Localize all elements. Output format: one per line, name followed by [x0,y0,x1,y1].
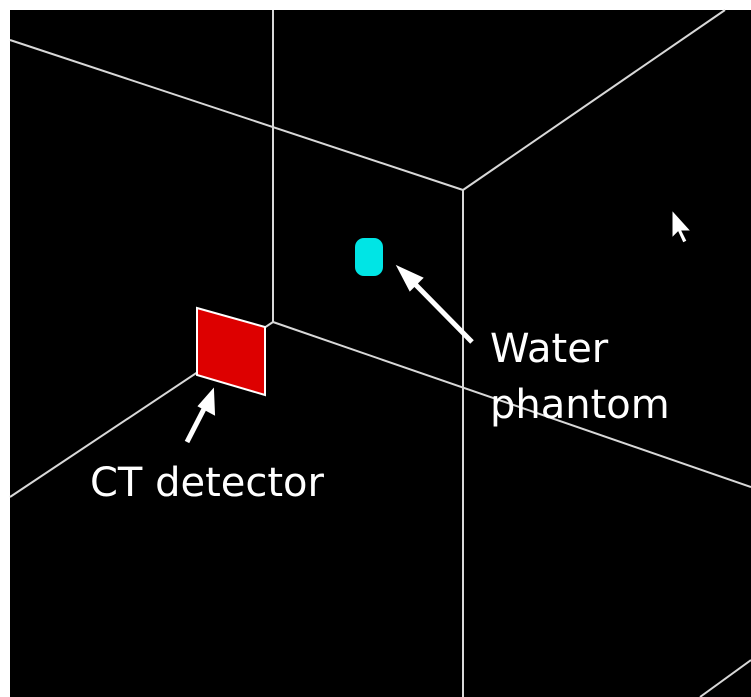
label: Water [490,326,609,372]
arrow [184,387,216,444]
arrow [395,264,474,344]
edge [462,9,726,191]
label: phantom [490,382,670,428]
edge [9,39,464,191]
edge [272,321,751,488]
water-phantom [355,238,383,276]
mouse-cursor [671,208,693,244]
ct-detector [196,306,266,397]
label: CT detector [90,460,325,506]
viewport [10,10,751,697]
edge [699,659,751,697]
